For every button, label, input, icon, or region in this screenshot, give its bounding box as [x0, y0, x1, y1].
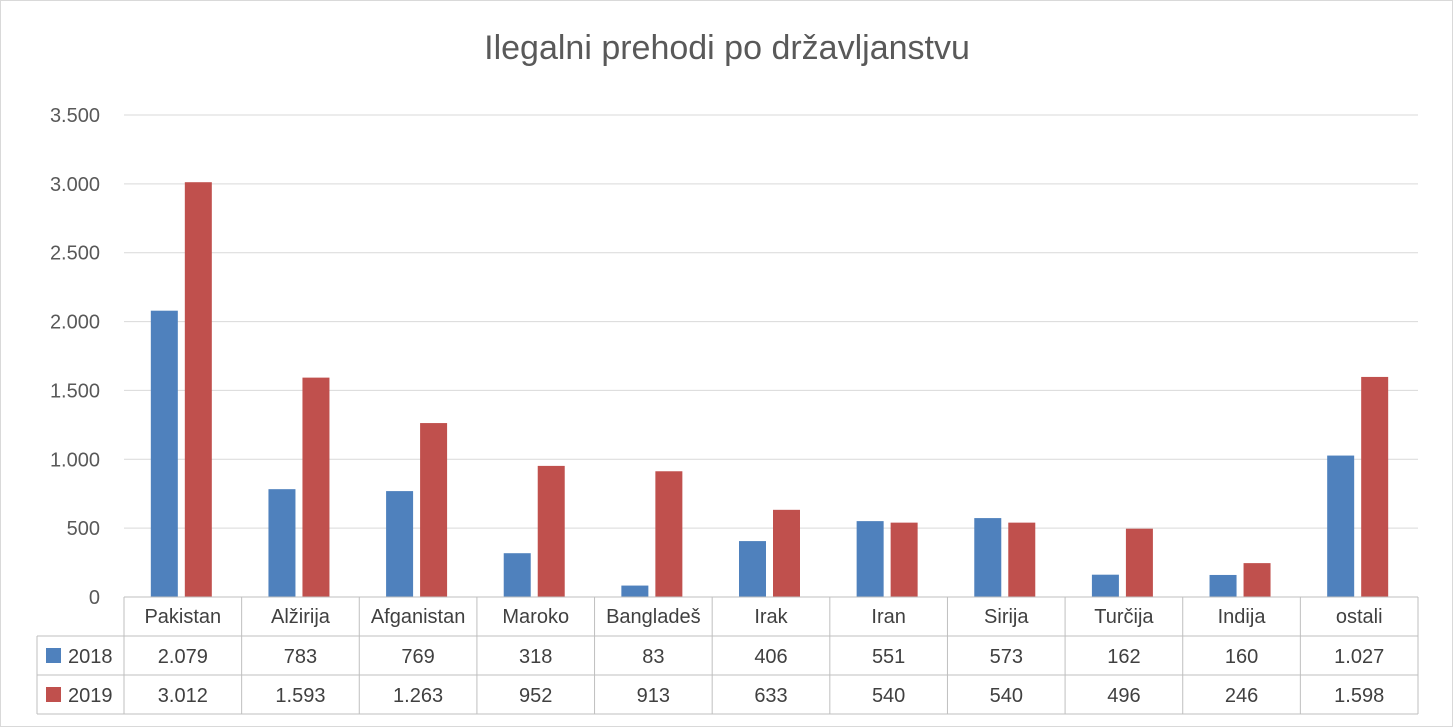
- table-cell-value: 769: [401, 646, 434, 668]
- y-tick-label: 500: [67, 518, 100, 540]
- bar-2018: [856, 521, 884, 597]
- y-tick-label: 1.500: [50, 380, 100, 402]
- bar-2018: [1091, 574, 1119, 597]
- table-cell-value: 952: [519, 685, 552, 707]
- bar-2018: [1327, 455, 1355, 597]
- table-cell-value: 1.027: [1334, 646, 1384, 668]
- bar-2019: [655, 471, 683, 597]
- table-cell-value: 318: [519, 646, 552, 668]
- table-cell-value: 162: [1107, 646, 1140, 668]
- y-tick-label: 2.500: [50, 243, 100, 265]
- table-cell-value: 83: [642, 646, 664, 668]
- y-axis-ticks: 0 500 1.000 1.500 2.000 2.500 3.000 3.500: [50, 105, 100, 609]
- legend-label: 2018: [68, 646, 113, 668]
- legend-key-2018: [46, 648, 61, 663]
- category-label: Iran: [871, 606, 905, 628]
- bar-2019: [1125, 528, 1153, 597]
- category-label: Bangladeš: [606, 606, 701, 628]
- table-cell-value: 913: [637, 685, 670, 707]
- bar-2018: [150, 310, 178, 597]
- chart-title: Ilegalni prehodi po državljanstvu: [484, 29, 970, 67]
- table-cell-value: 1.263: [393, 685, 443, 707]
- y-tick-label: 3.000: [50, 174, 100, 196]
- bar-2018: [621, 585, 649, 597]
- category-label: ostali: [1336, 606, 1383, 628]
- table-cell-value: 783: [284, 646, 317, 668]
- table-cell-value: 406: [754, 646, 787, 668]
- bar-2018: [503, 553, 531, 597]
- bar-2019: [184, 182, 212, 597]
- bar-2019: [773, 509, 800, 597]
- bar-2019: [420, 423, 448, 597]
- y-tick-label: 0: [89, 587, 100, 609]
- bar-2019: [1008, 522, 1036, 597]
- legend-label: 2019: [68, 685, 113, 707]
- category-label: Turčija: [1094, 606, 1154, 628]
- gridlines: [124, 114, 1418, 529]
- table-cell-value: 633: [754, 685, 787, 707]
- bar-2019: [537, 465, 565, 597]
- category-label: Afganistan: [371, 606, 466, 628]
- category-label: Irak: [754, 606, 788, 628]
- table-cell-value: 551: [872, 646, 905, 668]
- table-cell-value: 496: [1107, 685, 1140, 707]
- data-table: Pakistan Alžirija Afganistan Maroko Banglade…: [36, 596, 1419, 715]
- table-cell-value: 573: [990, 646, 1023, 668]
- bar-2019: [890, 522, 918, 597]
- bar-2018: [1209, 574, 1237, 597]
- table-cell-value: 160: [1225, 646, 1258, 668]
- table-cell-value: 1.598: [1334, 685, 1384, 707]
- table-cell-value: 3.012: [158, 685, 208, 707]
- category-label: Indija: [1218, 606, 1267, 628]
- category-label: Sirija: [984, 606, 1029, 628]
- legend-key-2019: [46, 687, 61, 702]
- y-tick-label: 3.500: [50, 105, 100, 127]
- bar-2018: [739, 541, 766, 597]
- table-cell-value: 1.593: [275, 685, 325, 707]
- bars: [150, 182, 1389, 597]
- category-label: Maroko: [502, 606, 569, 628]
- table-cell-value: 246: [1225, 685, 1258, 707]
- bar-2018: [386, 491, 414, 597]
- table-cell-value: 540: [990, 685, 1023, 707]
- y-tick-label: 2.000: [50, 312, 100, 334]
- table-cell-value: 2.079: [158, 646, 208, 668]
- bar-2019: [302, 377, 330, 597]
- table-cell-value: 540: [872, 685, 905, 707]
- bar-2018: [268, 489, 296, 597]
- bar-2018: [974, 518, 1002, 597]
- category-label: Alžirija: [271, 606, 331, 628]
- bar-2019: [1361, 376, 1389, 597]
- category-label: Pakistan: [144, 606, 221, 628]
- bar-2019: [1243, 563, 1271, 597]
- y-tick-label: 1.000: [50, 449, 100, 471]
